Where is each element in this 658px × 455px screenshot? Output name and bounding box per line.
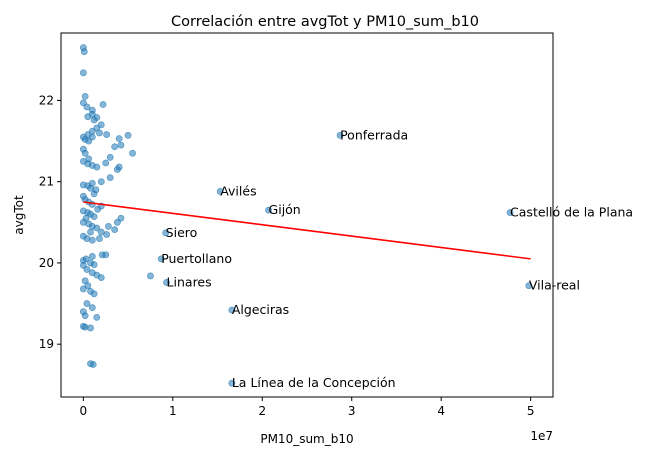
labeled-data-point (163, 279, 170, 286)
labeled-data-point (525, 282, 533, 290)
data-point (81, 149, 89, 157)
labeled-data-point (216, 188, 224, 195)
point-label: Ponferrada (340, 127, 408, 142)
data-point (98, 251, 106, 259)
data-point (90, 213, 98, 221)
data-point (96, 129, 103, 137)
y-tick-label: 19 (39, 337, 54, 351)
chart-title: Correlación entre avgTot y PM10_sum_b10 (171, 14, 479, 30)
data-point (88, 133, 96, 141)
labeled-data-point (157, 255, 165, 263)
data-point (96, 235, 103, 242)
point-label: Linares (167, 274, 212, 289)
data-point (93, 163, 101, 171)
data-point (81, 92, 89, 100)
data-point (83, 266, 91, 273)
data-point (83, 103, 91, 111)
data-point (124, 131, 132, 139)
data-point (97, 178, 105, 186)
data-point (111, 226, 119, 234)
plot-frame (60, 32, 554, 398)
data-point (111, 143, 119, 151)
data-point (89, 361, 97, 368)
y-axis-label: avgTot (12, 195, 26, 235)
x-axis-label: PM10_sum_b10 (260, 432, 353, 446)
data-points (79, 44, 533, 387)
data-point (117, 214, 125, 222)
x-axis: 0 1 2 3 4 5 (80, 397, 535, 418)
data-point (103, 131, 111, 138)
data-point (103, 231, 111, 238)
data-point (99, 101, 107, 108)
data-point (94, 205, 102, 213)
x-tick-label: 0 (80, 404, 88, 418)
data-point (79, 69, 87, 77)
data-point (80, 48, 88, 56)
data-point (102, 159, 110, 167)
data-point (106, 174, 114, 182)
point-label: Gijón (269, 202, 301, 217)
point-label: Algeciras (232, 302, 289, 317)
x-tick-label: 5 (527, 404, 535, 418)
labeled-data-point (265, 206, 272, 214)
point-label: Vila-real (529, 278, 580, 293)
labeled-data-point (506, 209, 514, 216)
data-point (90, 290, 98, 298)
x-axis-multiplier: 1e7 (530, 429, 553, 443)
point-label: Siero (166, 225, 198, 240)
regression-line (83, 201, 531, 260)
data-point (113, 166, 121, 173)
x-tick-label: 1 (169, 404, 177, 418)
data-point (97, 274, 105, 281)
data-point (87, 228, 94, 236)
point-label: Puertollano (161, 251, 232, 266)
data-point (106, 153, 114, 161)
data-point (90, 261, 98, 268)
point-annotations: Ponferrada Avilés Gijón Castelló de la Plan… (161, 127, 633, 390)
data-point (115, 135, 123, 143)
data-point (88, 253, 96, 260)
data-point (83, 300, 91, 307)
data-point (87, 324, 94, 332)
data-point (88, 110, 96, 118)
labeled-data-point (336, 131, 344, 139)
data-point (88, 236, 96, 244)
data-point (90, 190, 98, 198)
y-tick-label: 21 (39, 175, 54, 189)
point-label: Avilés (220, 183, 256, 198)
y-tick-label: 20 (39, 256, 54, 270)
data-point (93, 313, 101, 321)
data-point (81, 312, 89, 320)
data-point (129, 149, 136, 157)
data-point (90, 116, 98, 124)
labeled-data-point (162, 229, 170, 237)
data-point (79, 285, 87, 293)
y-tick-label: 22 (39, 93, 54, 107)
point-label: Castelló de la Plana (510, 205, 633, 220)
data-point (88, 304, 96, 312)
labeled-data-point (228, 379, 236, 387)
y-axis: 19 20 21 22 (39, 93, 61, 351)
x-tick-label: 3 (348, 404, 356, 418)
x-tick-label: 2 (258, 404, 266, 418)
regression-line-layer (83, 201, 531, 260)
x-tick-label: 4 (437, 404, 445, 418)
data-point (117, 141, 125, 149)
labeled-data-point (228, 306, 236, 314)
data-point (147, 272, 154, 280)
data-point (105, 222, 112, 230)
data-point (93, 224, 101, 232)
point-label: La Línea de la Concepción (232, 375, 396, 390)
